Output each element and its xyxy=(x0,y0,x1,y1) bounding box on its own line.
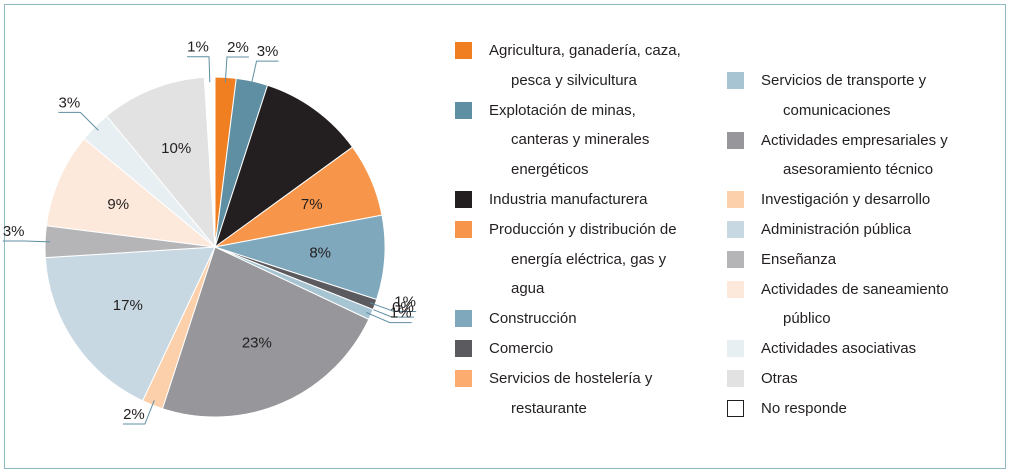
data-label: 3% xyxy=(257,43,279,60)
data-label: 10% xyxy=(161,140,191,157)
legend-label: Actividades de saneamiento público xyxy=(761,280,949,328)
leader-line xyxy=(122,400,155,425)
leader-line xyxy=(58,111,99,131)
legend-item: Industria manufacturera xyxy=(455,185,695,215)
data-label: 2% xyxy=(227,39,249,56)
legend-item: Enseñanza xyxy=(727,245,992,275)
legend-label: Construcción xyxy=(489,310,577,328)
legend-label: Servicios de transporte y comunicaciones xyxy=(761,72,927,119)
data-label: 0% xyxy=(392,299,414,316)
pie-slice xyxy=(44,246,216,402)
legend-swatch xyxy=(727,191,744,209)
legend-label: Enseñanza xyxy=(761,250,837,268)
legend-item: Administración pública xyxy=(727,215,992,245)
data-label: 8% xyxy=(309,245,331,262)
data-label: 1% xyxy=(394,293,416,310)
legend-item: Otras xyxy=(727,364,992,394)
legend-label: No responde xyxy=(761,399,847,417)
leader-line xyxy=(224,56,249,83)
legend-swatch xyxy=(455,310,472,328)
legend-label: Investigación y desarrollo xyxy=(761,191,931,209)
pie-slice xyxy=(161,246,370,418)
pie-slice xyxy=(45,137,217,248)
data-label: 3% xyxy=(3,223,25,240)
legend-item: Comercio xyxy=(455,334,695,364)
data-label: 10% xyxy=(262,153,292,170)
legend-swatch xyxy=(727,369,744,387)
data-label: 17% xyxy=(113,297,143,314)
legend-item: Servicios de transporte y comunicaciones xyxy=(727,66,992,126)
leader-line xyxy=(366,312,412,324)
legend-swatch xyxy=(727,399,744,417)
legend-label: Producción y distribución de energía elé… xyxy=(489,220,677,298)
legend-item: Actividades asociativas xyxy=(727,334,992,364)
legend-label: Administración pública xyxy=(761,220,912,238)
legend-label: Agricultura, ganadería, caza, pesca y si… xyxy=(489,42,681,89)
legend-swatch xyxy=(727,280,744,298)
legend-item: Investigación y desarrollo xyxy=(727,185,992,215)
legend-swatch xyxy=(727,131,744,149)
frame xyxy=(4,4,1006,469)
legend-label: Comercio xyxy=(489,339,554,357)
legend-swatch xyxy=(455,101,472,119)
legend-label: Actividades asociativas xyxy=(761,340,917,358)
data-label: 3% xyxy=(59,94,81,111)
legend-item: Agricultura, ganadería, caza, pesca y si… xyxy=(455,36,695,96)
legend-swatch xyxy=(455,220,472,238)
data-label: 1% xyxy=(390,305,412,322)
legend-item: Producción y distribución de energía elé… xyxy=(455,215,695,304)
leader-line xyxy=(369,302,417,312)
data-label: 1% xyxy=(187,39,209,56)
legend-label: Explotación de minas, canteras y mineral… xyxy=(489,101,650,179)
legend-item: Construcción xyxy=(455,304,695,334)
legend-swatch xyxy=(455,369,472,387)
data-label: 7% xyxy=(301,196,323,213)
legend-label: Servicios de hostelería y restaurante xyxy=(489,369,653,417)
legend-swatch xyxy=(455,190,472,208)
legend-swatch xyxy=(455,42,472,59)
legend-label: Actividades empresariales y asesoramient… xyxy=(761,131,948,179)
legend-item: Actividades empresariales y asesoramient… xyxy=(727,126,992,186)
legend-label: Otras xyxy=(761,369,798,387)
data-label: 23% xyxy=(242,335,272,352)
legend-swatch xyxy=(727,340,744,358)
leader-line xyxy=(2,240,51,243)
leader-line xyxy=(368,307,415,318)
legend: Agricultura, ganadería, caza, pesca y si… xyxy=(455,36,695,423)
legend-item: Actividades de saneamiento público xyxy=(727,275,992,335)
legend-item: Servicios de hostelería y restaurante xyxy=(455,364,695,424)
legend: Servicios de transporte y comunicaciones… xyxy=(727,66,992,424)
legend-item: Explotación de minas, canteras y mineral… xyxy=(455,96,695,185)
legend-swatch xyxy=(455,339,472,357)
legend-swatch xyxy=(727,72,744,89)
legend-swatch xyxy=(727,220,744,238)
data-label: 2% xyxy=(123,406,145,423)
leader-line xyxy=(187,56,211,83)
pie-slice xyxy=(105,76,216,249)
leader-line xyxy=(250,60,279,87)
legend-label: Industria manufacturera xyxy=(489,190,648,208)
legend-item: No responde xyxy=(727,394,992,424)
data-label: 9% xyxy=(107,196,129,213)
legend-swatch xyxy=(727,250,744,268)
pie-slice xyxy=(214,84,354,249)
